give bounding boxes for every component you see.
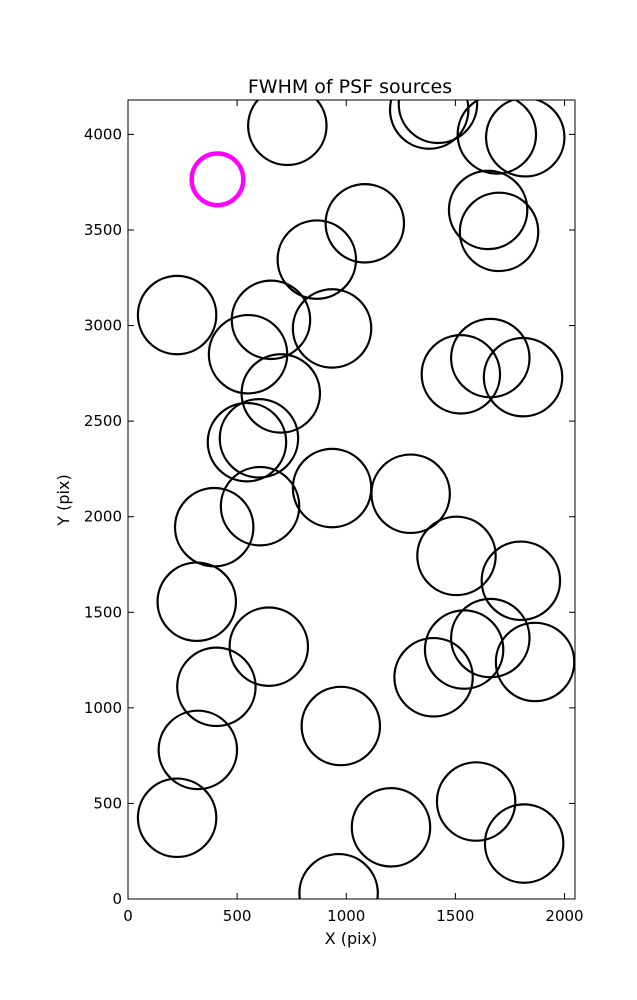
psf-source-circle-4 bbox=[456, 100, 538, 175]
psf-source-circle-39 bbox=[298, 852, 379, 899]
x-tick-label-500: 500 bbox=[223, 907, 252, 925]
psf-source-circle-18 bbox=[206, 401, 288, 483]
psf-source-circle-2 bbox=[388, 100, 470, 150]
psf-source-circle-5 bbox=[484, 100, 566, 178]
psf-source-circle-11 bbox=[230, 279, 312, 361]
x-tick-label-1000: 1000 bbox=[327, 907, 365, 925]
y-tick-label-1000: 1000 bbox=[84, 699, 122, 717]
psf-source-circle-24 bbox=[416, 515, 497, 597]
psf-source-circle-3 bbox=[397, 100, 479, 145]
psf-source-circle-37 bbox=[435, 761, 517, 842]
psf-source-circle-34 bbox=[157, 709, 239, 791]
psf-source-circle-36 bbox=[350, 787, 432, 868]
psf-source-circle-33 bbox=[300, 685, 382, 767]
psf-source-circle-12 bbox=[291, 288, 373, 369]
psf-source-circle-31 bbox=[393, 636, 474, 718]
y-tick-label-4000: 4000 bbox=[84, 125, 122, 143]
psf-source-circle-21 bbox=[370, 453, 451, 535]
psf-source-circle-19 bbox=[218, 398, 300, 479]
psf-source-circle-30 bbox=[423, 609, 505, 690]
psf-source-circle-23 bbox=[219, 465, 301, 547]
psf-source-circle-16 bbox=[482, 336, 564, 418]
psf-source-circle-27 bbox=[228, 606, 310, 687]
x-tick-label-0: 0 bbox=[123, 907, 133, 925]
psf-source-circle-25 bbox=[480, 540, 562, 622]
y-tick-label-2000: 2000 bbox=[84, 508, 122, 526]
y-tick-label-3500: 3500 bbox=[84, 221, 122, 239]
psf-source-circle-17 bbox=[240, 353, 322, 434]
y-tick-label-2500: 2500 bbox=[84, 412, 122, 430]
psf-source-circle-35 bbox=[136, 777, 218, 859]
psf-source-circle-7 bbox=[276, 219, 358, 300]
y-tick-label-500: 500 bbox=[93, 794, 122, 812]
highlight-source-circle bbox=[189, 151, 246, 208]
x-tick-label-1500: 1500 bbox=[436, 907, 474, 925]
psf-source-circle-1 bbox=[247, 100, 328, 167]
psf-source-circle-14 bbox=[420, 334, 502, 415]
x-axis-label: X (pix) bbox=[325, 929, 378, 948]
plot-frame bbox=[127, 99, 576, 900]
y-axis-label: Y (pix) bbox=[54, 474, 73, 526]
highlight-markers bbox=[189, 151, 246, 208]
psf-source-circle-9 bbox=[458, 191, 540, 273]
psf-source-circle-38 bbox=[483, 803, 565, 884]
y-tick-label-3000: 3000 bbox=[84, 317, 122, 335]
psf-source-circle-26 bbox=[156, 561, 238, 643]
y-tick-label-1500: 1500 bbox=[84, 603, 122, 621]
psf-source-circle-29 bbox=[494, 621, 575, 703]
x-tick-label-2000: 2000 bbox=[545, 907, 583, 925]
source-markers bbox=[136, 100, 575, 899]
y-tick-label-0: 0 bbox=[112, 890, 122, 908]
psf-source-circle-32 bbox=[176, 646, 257, 728]
chart-title: FWHM of PSF sources bbox=[248, 76, 452, 98]
plot-area bbox=[128, 100, 575, 899]
psf-source-circle-6 bbox=[324, 182, 406, 264]
axis-ticks: 0 500 1000 1500 2000 0 500 1000 1500 2000 2500 3000… bbox=[84, 100, 584, 925]
psf-source-circle-10 bbox=[136, 274, 218, 356]
psf-source-circle-8 bbox=[447, 169, 529, 251]
